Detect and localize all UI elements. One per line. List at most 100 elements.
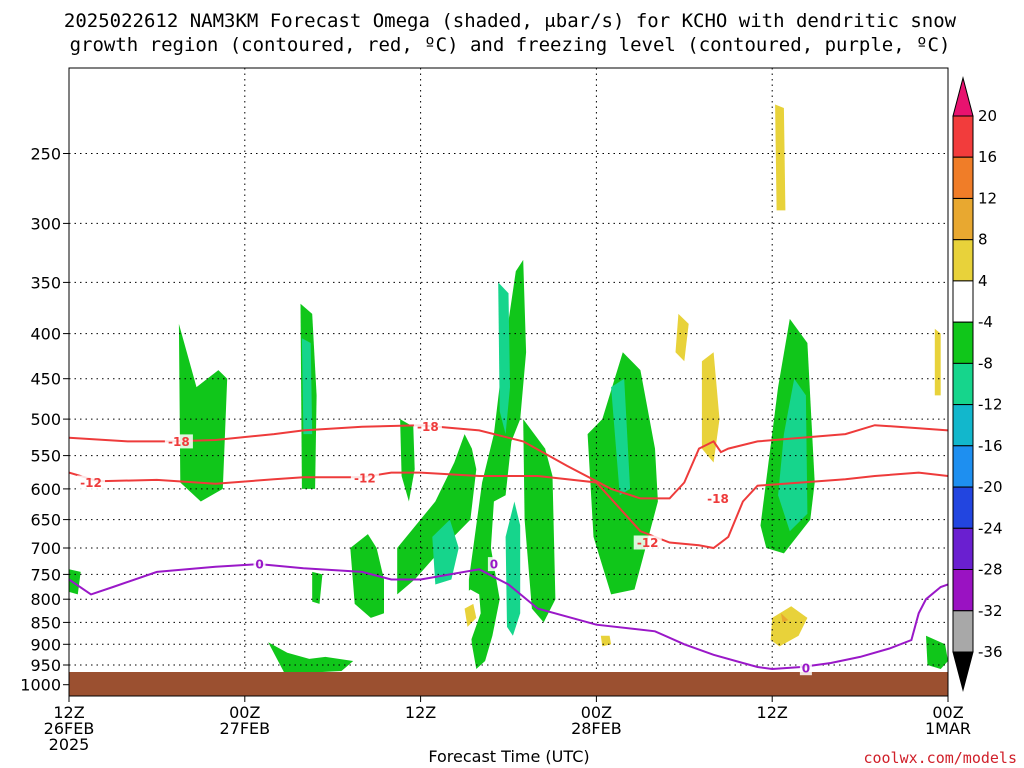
y-tick-label: 550 — [30, 447, 61, 466]
omega-area — [318, 448, 338, 496]
colorbar-label: -4 — [978, 313, 993, 331]
colorbar-label: -36 — [978, 643, 1003, 661]
title-line-1: 2025022612 NAM3KM Forecast Omega (shaded… — [64, 10, 957, 32]
isotherm-0 — [69, 563, 948, 671]
omega-shading — [69, 68, 948, 673]
x-tick-label: 26FEB — [44, 719, 95, 738]
contour-label-bg — [799, 661, 812, 676]
colorbar-label: -20 — [978, 478, 1003, 496]
y-tick-label: 700 — [30, 539, 61, 558]
title-line-2: growth region (contoured, red, ºC) and f… — [70, 34, 951, 56]
ground-surface — [69, 672, 948, 696]
x-tick-label: 00Z — [581, 703, 612, 722]
colorbar-box — [952, 239, 974, 282]
omega-area — [312, 571, 323, 604]
omega-area — [265, 378, 286, 483]
colorbar-bottom-triangle — [952, 651, 974, 692]
contour-label: -12 — [80, 476, 102, 490]
omega-area — [611, 378, 631, 496]
contour-label: -18 — [168, 435, 190, 449]
grid — [68, 68, 949, 696]
isotherm--18 — [69, 424, 948, 500]
omega-area — [523, 419, 556, 623]
isotherm-contours: -18 -18 -18 -12 -12 -12 0 0 0 — [69, 419, 948, 676]
y-tick-label: 900 — [30, 635, 61, 654]
contour-label: -18 — [417, 420, 439, 434]
x-tick-label: 1MAR — [925, 719, 971, 738]
omega-area — [152, 303, 159, 319]
colorbar-label: -24 — [978, 519, 1003, 537]
omega-area — [778, 378, 808, 532]
contour-label-bg — [413, 419, 442, 434]
omega-area — [400, 419, 415, 502]
omega-area — [600, 635, 612, 647]
y-tick-label: 650 — [30, 511, 61, 530]
y-tick-label: 400 — [30, 325, 61, 344]
x-tick-label: 00Z — [229, 703, 260, 722]
omega-area — [69, 569, 81, 595]
colorbar-box — [952, 362, 974, 406]
omega-area — [432, 519, 459, 585]
contour-label-bg — [350, 470, 379, 485]
y-tick-label: 350 — [30, 273, 61, 292]
credit-text: coolwx.com/models — [863, 749, 1017, 767]
omega-area — [794, 141, 853, 404]
omega-area — [781, 613, 789, 623]
contour-label: 0 — [255, 558, 263, 572]
y-tick-label: 950 — [30, 656, 61, 675]
omega-area — [350, 534, 384, 618]
colorbar-label: -12 — [978, 396, 1003, 414]
y-tick-label: 1000 — [20, 676, 61, 695]
omega-area — [647, 68, 779, 463]
colorbar-box — [952, 156, 974, 199]
contour-label-bg — [633, 535, 662, 550]
colorbar-box — [952, 198, 974, 241]
omega-area — [268, 577, 279, 614]
omega-area — [178, 323, 228, 502]
contour-label-bg — [77, 475, 105, 490]
colorbar-box — [952, 527, 974, 570]
y-tick-label: 300 — [30, 214, 61, 233]
omega-area — [159, 626, 181, 645]
x-tick-label: 00Z — [932, 703, 963, 722]
y-tick-label: 600 — [30, 480, 61, 499]
colorbar-label: 16 — [978, 148, 997, 166]
y-tick-label: 500 — [30, 410, 61, 429]
omega-area — [468, 259, 527, 669]
y-tick-label: 800 — [30, 590, 61, 609]
y-tick-label: 450 — [30, 370, 61, 389]
omega-area — [268, 642, 354, 673]
omega-area — [839, 68, 948, 627]
colorbar-box — [952, 569, 974, 612]
colorbar-label: 12 — [978, 190, 997, 208]
x-tick-label: 28FEB — [571, 719, 622, 738]
colorbar-box — [952, 404, 974, 447]
colorbar-box — [952, 115, 974, 158]
contour-label-bg — [487, 557, 500, 572]
contour-label: -12 — [637, 536, 659, 550]
omega-area — [587, 276, 613, 396]
contour-label-bg — [704, 491, 732, 506]
colorbar-label: -28 — [978, 561, 1003, 579]
y-axis: 250 300 350 400 450 500 550 600 650 700 750 800 850 9… — [20, 145, 69, 695]
omega-area — [584, 626, 619, 665]
omega-area — [505, 501, 521, 636]
x-tick-label: 12Z — [757, 703, 788, 722]
colorbar-box — [952, 321, 974, 364]
omega-area — [117, 415, 134, 463]
x-tick-label: 27FEB — [219, 719, 270, 738]
colorbar-label: -16 — [978, 437, 1003, 455]
colorbar-label: 20 — [978, 107, 997, 125]
omega-area — [775, 104, 786, 211]
x-tick-label: 2025 — [49, 735, 90, 754]
omega-area — [301, 338, 313, 435]
contour-label: 0 — [490, 558, 498, 572]
omega-area — [770, 606, 808, 647]
y-tick-label: 750 — [30, 565, 61, 584]
omega-area — [701, 352, 720, 463]
contour-label: -18 — [707, 492, 729, 506]
plot-frame — [68, 67, 949, 697]
colorbar-label: -8 — [978, 354, 993, 372]
